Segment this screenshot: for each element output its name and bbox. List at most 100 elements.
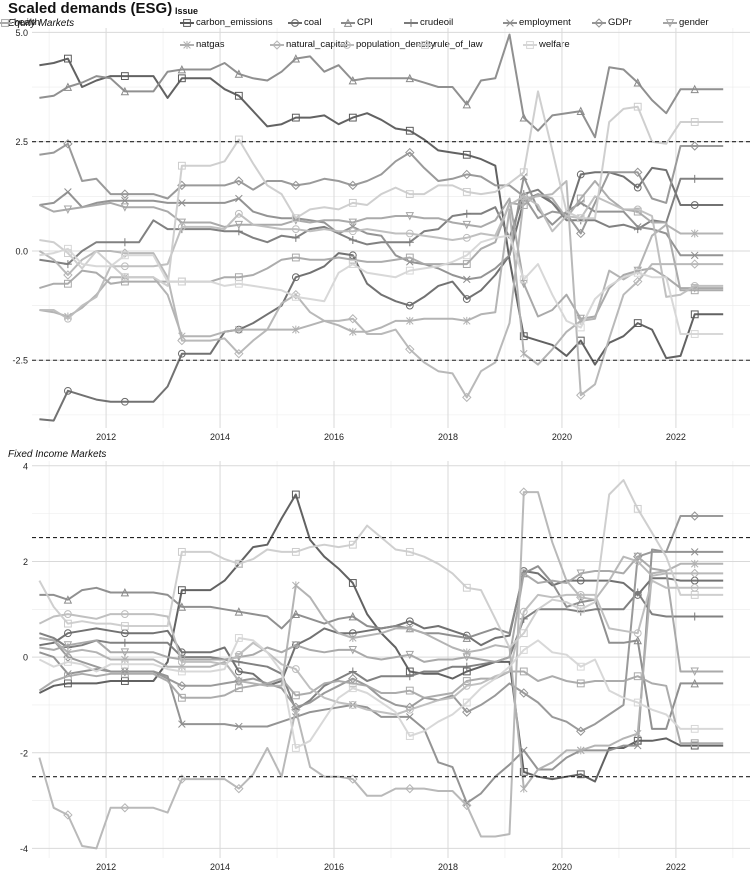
series-marker [234, 634, 243, 642]
series-marker [348, 611, 358, 621]
series-marker [576, 323, 585, 332]
series-marker [349, 633, 357, 642]
series-marker [234, 279, 243, 288]
series-marker [348, 113, 357, 122]
series-line [39, 90, 724, 287]
series-line [39, 33, 724, 139]
legend-item-crudeoil: crudeoil [420, 17, 454, 28]
series-marker [576, 592, 586, 603]
series-line [39, 515, 724, 733]
series-marker [235, 325, 243, 334]
x-tick-label: 2018 [438, 432, 458, 442]
series-marker [520, 746, 528, 755]
series-marker [405, 686, 414, 695]
legend-key-natural_capital [270, 40, 284, 50]
legend-item-carbon_emissions: carbon_emissions [196, 17, 273, 28]
series-marker [348, 646, 358, 655]
series-marker [64, 619, 72, 628]
series-marker [291, 609, 301, 618]
series-marker [121, 196, 129, 205]
series-carbon_emissions [39, 54, 724, 366]
series-marker [291, 225, 300, 233]
series-marker [519, 569, 528, 578]
series-marker [633, 319, 642, 327]
series-line [39, 177, 724, 266]
series-line [39, 57, 724, 366]
series-marker [519, 487, 529, 497]
series-marker [519, 168, 528, 177]
x-tick-label: 2022 [666, 432, 686, 442]
series-natural_capital [38, 180, 724, 403]
legend-item-gender: gender [679, 17, 709, 28]
series-marker [519, 607, 528, 616]
legend-key-carbon_emissions [180, 19, 194, 27]
series-marker [291, 214, 300, 223]
series-marker [690, 282, 699, 290]
series-marker [405, 301, 414, 310]
series-marker [462, 260, 471, 268]
series-marker [633, 102, 642, 111]
series-marker [291, 744, 300, 752]
series-marker [576, 605, 585, 614]
series-marker [348, 679, 357, 688]
series-marker [633, 635, 642, 645]
series-marker [690, 330, 699, 338]
legend-item-employment: employment [519, 17, 571, 28]
series-marker [462, 220, 471, 230]
series-marker [462, 677, 471, 685]
series-marker [177, 667, 186, 676]
legend-title: Issue [175, 6, 199, 16]
series-marker [405, 672, 414, 681]
series-marker [690, 667, 699, 676]
series-marker [576, 726, 586, 736]
legend-key-marker [407, 19, 415, 27]
series-marker [177, 161, 186, 170]
series-marker [405, 702, 415, 713]
series-marker [234, 209, 243, 218]
series-marker [120, 660, 129, 669]
series-marker [633, 504, 642, 513]
series-marker [291, 641, 301, 650]
series-marker [234, 559, 243, 568]
series-marker [348, 255, 357, 264]
series-marker [690, 259, 700, 269]
legend-item-welfare: welfare [539, 39, 570, 50]
series-marker [63, 205, 73, 214]
series-marker [234, 220, 244, 230]
series-marker [120, 203, 130, 212]
series-marker [234, 135, 243, 144]
series-marker [690, 739, 699, 748]
x-tick-label: 2020 [552, 862, 572, 872]
series-marker [177, 223, 186, 231]
series-natural_capital [38, 487, 724, 850]
legend-item-CPI: CPI [357, 17, 373, 28]
x-tick-label: 2014 [210, 432, 230, 442]
y-tick-label: 2 [23, 557, 28, 567]
series-marker [405, 732, 414, 740]
x-tick-label: 2022 [666, 862, 686, 872]
series-marker [576, 679, 585, 688]
y-tick-label: 0 [23, 653, 28, 663]
series-marker [405, 253, 414, 262]
legend-key-marker [1, 19, 9, 27]
series-marker [633, 268, 642, 277]
series-marker [64, 657, 72, 666]
series-marker [633, 741, 642, 750]
figure-title: Scaled demands (ESG) [8, 0, 173, 17]
y-tick-label: 5.0 [15, 28, 28, 38]
series-marker [405, 147, 415, 158]
series-marker [690, 201, 699, 209]
legend-key-GDPr [592, 18, 606, 28]
series-line [39, 562, 724, 790]
series-marker [576, 228, 586, 239]
legend-key-welfare [523, 41, 537, 49]
series-marker [120, 648, 130, 657]
series-marker [519, 332, 528, 341]
legend-item-population_density: population_density [356, 39, 436, 50]
series-marker [463, 799, 471, 807]
series-marker [63, 641, 73, 650]
series-marker [405, 344, 415, 355]
series-marker [690, 310, 699, 319]
series-marker [291, 180, 301, 191]
series-marker [519, 192, 528, 201]
